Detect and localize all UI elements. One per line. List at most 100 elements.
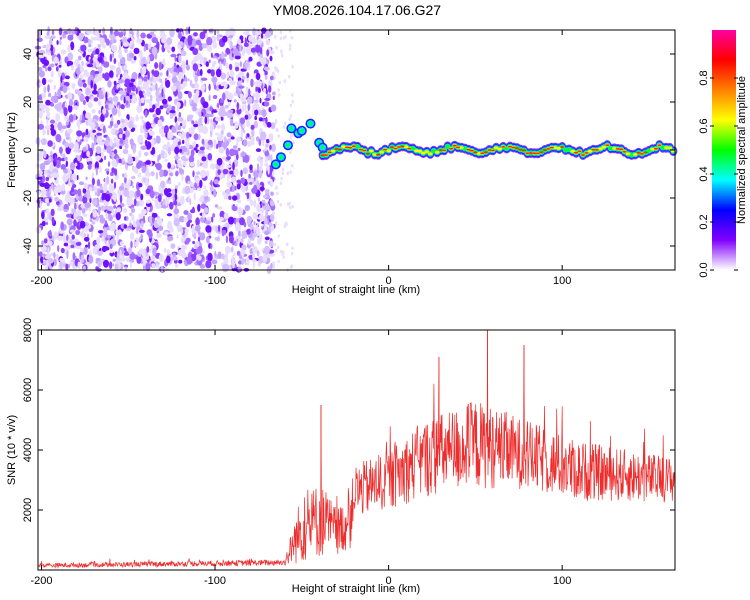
noise-cell [159,78,163,83]
y-tick-label: 8000 [22,318,34,342]
noise-cell [120,94,127,98]
noise-cell [44,198,50,204]
noise-cell [284,121,287,126]
noise-cell [184,240,190,245]
noise-cell [60,75,63,83]
noise-cell [277,259,280,264]
noise-cell [70,244,75,248]
noise-cell [201,125,209,135]
noise-cell [221,51,225,60]
noise-cell [109,243,113,249]
noise-cell [93,185,98,193]
noise-cell [62,85,68,94]
noise-cell [77,123,80,130]
noise-cell [38,94,42,103]
noise-cell [153,70,160,78]
noise-cell [181,50,187,57]
track-cell [362,149,367,152]
noise-cell [124,266,128,272]
noise-cell [62,33,66,38]
noise-cell [113,137,119,143]
track-cell [369,149,374,153]
track-cell [358,148,363,151]
noise-cell [270,191,274,197]
noise-cell [217,139,222,148]
noise-cell [77,155,81,162]
noise-cell [43,59,50,66]
noise-cell [131,127,136,132]
noise-cell [141,220,144,227]
noise-cell [57,89,62,98]
figure-title: YM08.2026.104.17.06.G27 [273,2,441,18]
noise-cell [207,153,213,161]
track-cell [650,147,655,151]
noise-cell [138,150,142,158]
noise-cell [211,109,218,113]
noise-cell [138,229,145,233]
noise-cell [270,154,273,162]
noise-cell [250,135,255,144]
noise-cell [108,212,112,220]
noise-cell [273,242,277,247]
noise-cell [265,116,268,125]
noise-cell [87,164,92,170]
noise-cell [288,74,291,79]
noise-cell [53,56,59,64]
noise-cell [44,125,51,130]
noise-cell [120,104,125,110]
noise-cell [81,60,84,67]
noise-cell [66,250,69,260]
noise-cell [93,26,95,35]
noise-cell [221,229,225,237]
noise-cell [102,44,106,49]
noise-cell [186,255,193,265]
noise-cell [231,205,238,212]
noise-cell [289,265,293,270]
track-cell [625,152,631,156]
noise-cell [209,163,217,170]
noise-cell [268,133,274,142]
noise-cell [46,128,50,136]
noise-cell [65,160,69,167]
noise-cell [171,144,175,150]
noise-cell [171,76,178,84]
noise-cell [128,120,134,129]
noise-cell [74,26,78,35]
noise-cell [232,195,238,201]
noise-cell [80,247,84,253]
noise-cell [174,56,177,62]
noise-cell [126,57,132,62]
noise-cell [238,85,245,89]
noise-cell [74,238,79,243]
noise-cell [170,67,174,74]
noise-cell [180,228,183,235]
noise-cell [199,146,205,151]
noise-cell [173,71,178,77]
noise-cell [261,27,267,34]
noise-cell [263,101,270,107]
noise-cell [132,145,136,154]
noise-cell [58,61,62,66]
noise-cell [286,242,289,247]
noise-cell [240,129,243,138]
noise-cell [257,197,261,202]
noise-cell [84,202,91,208]
noise-cell [129,212,133,217]
noise-cell [196,187,202,192]
noise-cell [266,121,272,128]
noise-cell [103,155,107,161]
noise-cell [98,66,103,74]
noise-cell [264,236,270,241]
noise-cell [228,63,233,71]
noise-cell [248,56,253,62]
noise-cell [164,231,170,236]
noise-cell [131,175,136,180]
noise-cell [69,114,74,123]
noise-cell [56,200,60,206]
noise-cell [183,158,189,162]
track-cell [466,148,471,151]
noise-cell [130,78,136,83]
noise-cell [169,28,175,38]
track-cell [434,150,440,154]
noise-cell [73,148,79,153]
